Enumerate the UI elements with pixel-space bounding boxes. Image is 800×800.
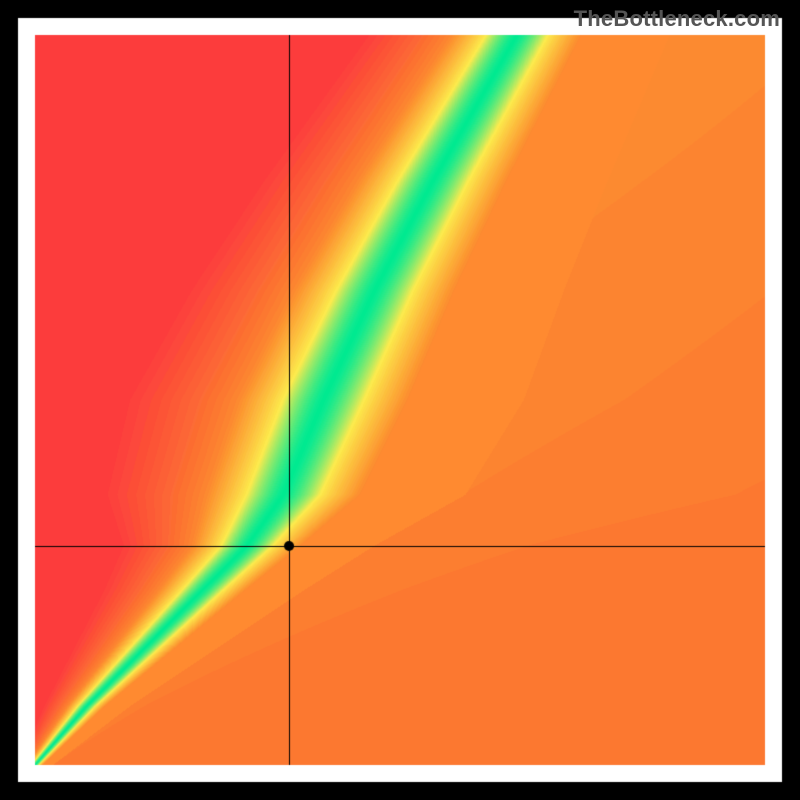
chart-container: TheBottleneck.com bbox=[0, 0, 800, 800]
heatmap-canvas bbox=[0, 0, 800, 800]
watermark-text: TheBottleneck.com bbox=[574, 6, 780, 32]
